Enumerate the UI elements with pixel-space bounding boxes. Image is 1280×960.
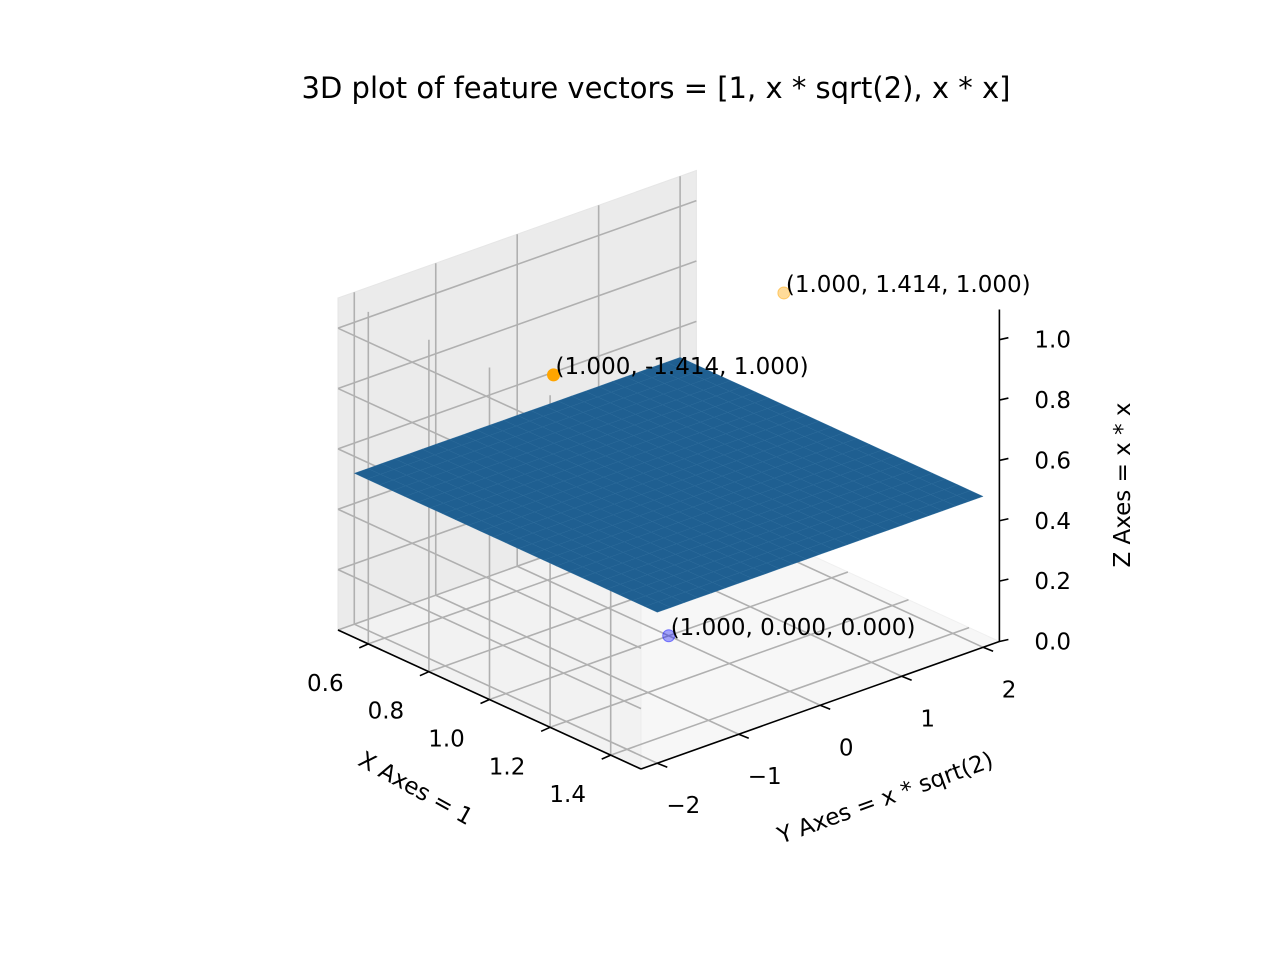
x-tick-mark [480,698,490,705]
z-tick-mark [999,397,1009,401]
x-tick-mark [358,643,369,649]
z-tick-label: 0.0 [1034,630,1071,656]
grid-line-z-left [337,508,642,649]
y-tick-mark [982,646,994,653]
y-tick-mark [901,675,912,682]
x-tick-mark [419,670,430,677]
z-tick-mark [999,638,1009,643]
z-tick-mark [999,457,1009,462]
grid-line-z-back [337,199,697,329]
data-point-2 [777,286,791,300]
y-tick-label: 1 [920,706,935,732]
x-tick-label: 0.6 [307,671,344,697]
z-tick-label: 0.6 [1034,448,1071,474]
z-tick-mark [999,578,1009,582]
y-tick-label: 2 [1002,677,1017,703]
grid-line-z-left [337,568,642,710]
z-tick-mark [999,517,1009,522]
z-tick-mark [999,336,1009,341]
grid-line-y-floor [516,565,821,706]
z-tick-label: 0.4 [1034,509,1071,535]
x-tick-label: 1.0 [428,727,465,753]
data-point-label-1: (1.000, -1.414, 1.000) [556,354,809,380]
grid-line-z-back [337,320,697,450]
x-tick-label: 0.8 [368,699,405,725]
data-point-3 [662,629,676,643]
y-tick-mark [738,733,750,739]
y-tick-mark [819,704,831,710]
z-axis-label: Z Axes = x * x [1110,402,1136,567]
x-tick-mark [540,726,551,733]
y-axis-label: Y Axes = x * sqrt(2) [773,747,997,850]
z-tick-label: 1.0 [1034,328,1071,354]
x-tick-mark [601,754,612,760]
chart-title: 3D plot of feature vectors = [1, x * sqr… [302,71,1011,105]
data-point-label-3: (1.000, 0.000, 0.000) [671,615,916,641]
tick-marks [358,336,1009,768]
surface-patch [956,490,984,502]
z-tick-label: 0.8 [1034,388,1071,414]
grid-line-y-floor [435,594,740,735]
scatter-points [547,286,791,643]
y-tick-label: 0 [839,735,854,761]
grid-line-y-floor [353,623,658,764]
y-tick-label: −1 [748,764,782,790]
z-tick-label: 0.2 [1034,569,1071,595]
y-tick-label: −2 [666,793,700,819]
x-tick-label: 1.4 [549,782,586,808]
x-axis-label: X Axes = 1 [354,747,477,831]
data-point-1 [547,368,561,382]
surface-plot [353,357,984,613]
y-tick-mark [656,762,668,768]
data-point-label-2: (1.000, 1.414, 1.000) [786,272,1031,298]
x-tick-label: 1.2 [489,754,526,780]
grid-line-z-back [337,260,697,390]
